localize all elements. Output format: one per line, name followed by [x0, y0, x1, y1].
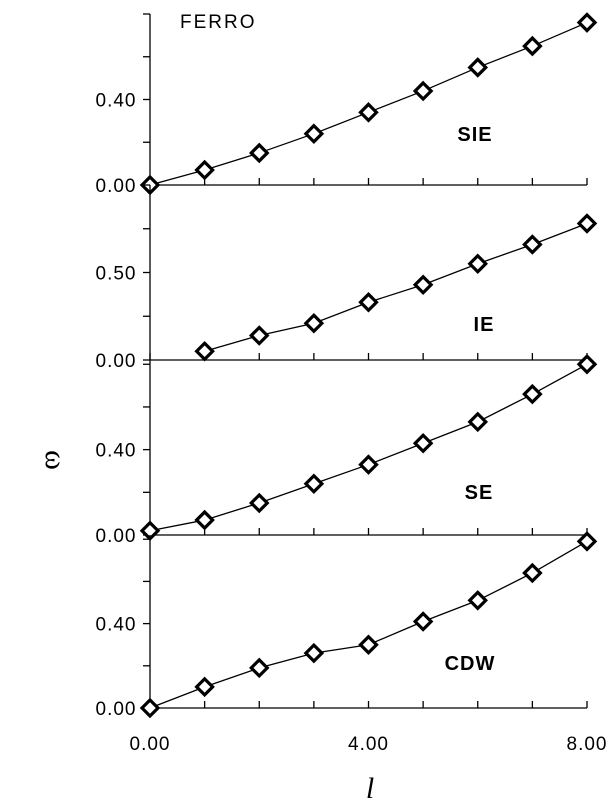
data-point — [303, 312, 325, 334]
data-point — [303, 473, 325, 495]
y-tick-label: 0.00 — [96, 699, 137, 720]
panel-label: SE — [465, 482, 494, 504]
data-point — [522, 562, 543, 584]
series-line-se — [149, 363, 588, 532]
panel-label: CDW — [445, 653, 496, 675]
data-point — [358, 102, 379, 123]
data-point — [248, 492, 270, 514]
data-point — [248, 325, 270, 346]
data-point — [467, 57, 489, 78]
y-tick-label: 0.50 — [96, 264, 137, 285]
data-point — [139, 697, 161, 719]
data-point — [194, 509, 215, 531]
y-tick-label: 0.00 — [96, 526, 137, 547]
panel-ie: 0.00 0.50 IE — [96, 184, 598, 372]
data-point — [576, 12, 598, 33]
x-tick-label: 4.00 — [348, 734, 389, 755]
data-point — [412, 274, 434, 296]
data-point — [358, 454, 379, 475]
data-point — [248, 657, 270, 679]
y-tick-label: 0.40 — [96, 441, 137, 462]
data-point — [358, 291, 379, 313]
series-line-cdw — [149, 540, 588, 709]
data-point — [358, 634, 379, 655]
y-axis-label: ω — [39, 450, 72, 470]
data-point — [576, 213, 598, 234]
x-tick-label: 0.00 — [130, 734, 171, 755]
x-axis-label: l — [366, 772, 374, 805]
y-tick-label: 0.40 — [96, 91, 137, 112]
series-line-ie — [204, 222, 588, 352]
data-point — [576, 354, 598, 375]
data-point — [467, 590, 489, 611]
data-point — [194, 159, 215, 181]
panel-label: IE — [474, 314, 495, 336]
data-point — [522, 383, 543, 405]
data-point — [467, 411, 489, 433]
x-tick-label: 8.00 — [567, 734, 608, 755]
y-tick-label: 0.40 — [96, 615, 137, 636]
data-point — [412, 80, 434, 102]
data-point — [303, 123, 325, 144]
data-point — [412, 432, 434, 454]
panel-se: 0.00 0.40 SE — [96, 354, 598, 547]
y-tick-label: 0.00 — [96, 176, 137, 197]
chart-panels: 0.000.40SIE0.000.50IE0.000.40SE0.000.400… — [96, 12, 608, 755]
panel-cdw: 0.00 0.40 0.00 4.00 8.00 CDW — [96, 531, 608, 755]
data-point — [522, 35, 543, 57]
data-point — [194, 676, 215, 698]
data-point — [522, 234, 543, 255]
data-point — [412, 611, 434, 632]
data-point — [248, 142, 270, 164]
panel-label: SIE — [457, 124, 492, 146]
data-point — [194, 340, 215, 362]
panel-sie: 0.00 0.40 SIE — [96, 12, 598, 197]
data-point — [303, 642, 325, 664]
data-point — [467, 253, 489, 275]
y-tick-label: 0.00 — [96, 351, 137, 372]
figure-title: FERRO — [180, 12, 257, 33]
data-point — [576, 531, 598, 552]
